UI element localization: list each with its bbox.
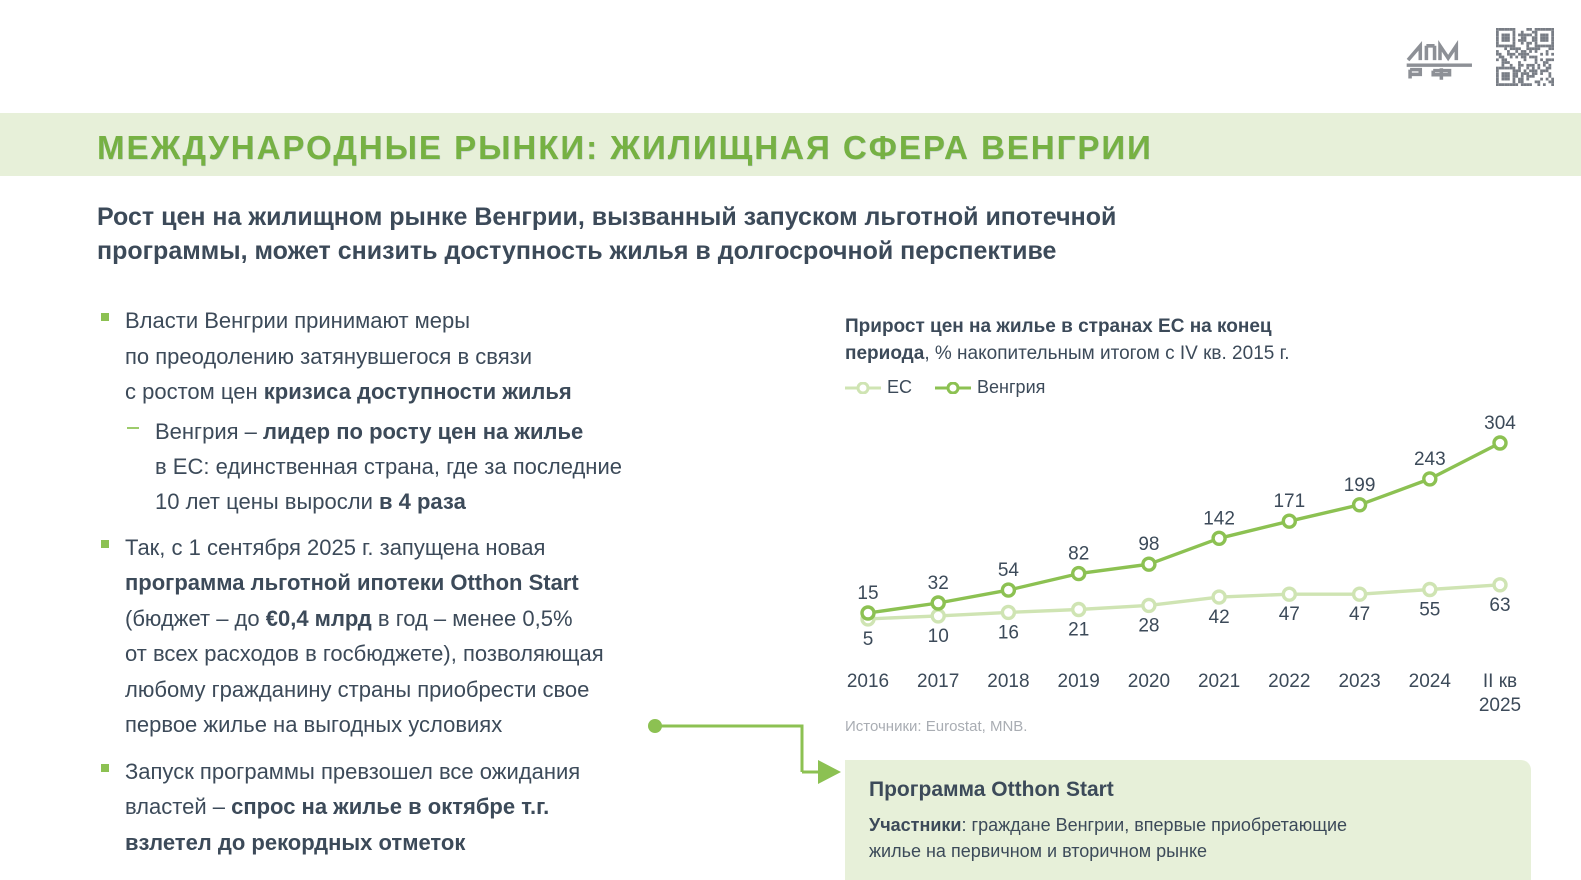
svg-text:82: 82 — [1068, 544, 1089, 565]
svg-text:15: 15 — [857, 583, 878, 604]
svg-text:63: 63 — [1489, 595, 1510, 616]
svg-text:21: 21 — [1068, 620, 1089, 641]
svg-text:142: 142 — [1203, 508, 1235, 529]
svg-text:47: 47 — [1349, 604, 1370, 625]
svg-text:304: 304 — [1484, 413, 1516, 434]
svg-text:243: 243 — [1414, 449, 1446, 470]
svg-text:28: 28 — [1138, 615, 1159, 636]
svg-text:16: 16 — [998, 622, 1019, 643]
svg-text:199: 199 — [1344, 475, 1376, 496]
svg-text:47: 47 — [1279, 604, 1300, 625]
svg-text:55: 55 — [1419, 600, 1440, 621]
svg-text:54: 54 — [998, 560, 1020, 581]
svg-text:98: 98 — [1138, 534, 1159, 555]
svg-text:10: 10 — [928, 626, 949, 647]
svg-text:32: 32 — [928, 573, 949, 594]
svg-text:42: 42 — [1209, 607, 1230, 628]
svg-text:5: 5 — [863, 629, 874, 650]
svg-text:171: 171 — [1273, 491, 1305, 512]
